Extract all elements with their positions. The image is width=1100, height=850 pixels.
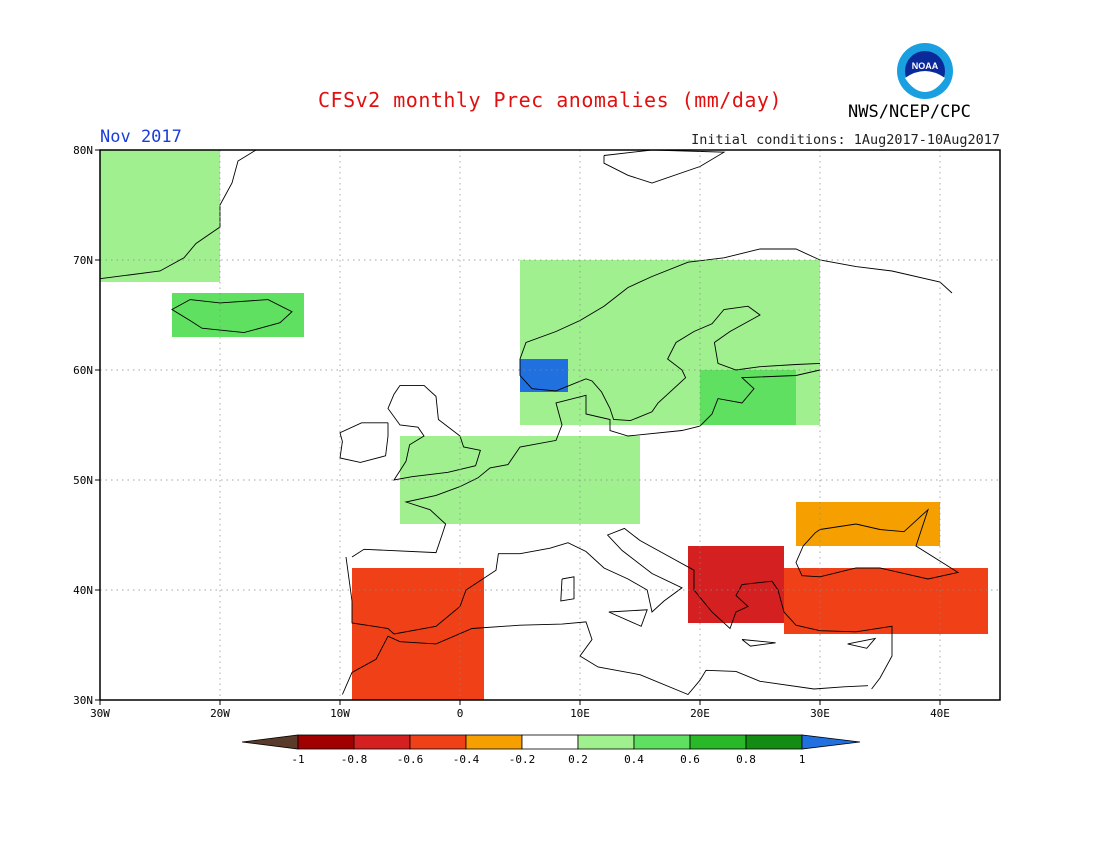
anomaly-cell <box>400 436 640 524</box>
anomaly-cell <box>700 370 796 425</box>
colorbar-label: 0.8 <box>736 753 756 766</box>
anomaly-cell <box>688 546 784 623</box>
lon-tick-label: 10W <box>330 707 350 720</box>
anomaly-cells <box>100 150 988 700</box>
logo-text: NOAA <box>912 61 939 71</box>
anomaly-cell <box>784 568 988 634</box>
colorbar-label: 0.4 <box>624 753 644 766</box>
colorbar-swatch <box>633 734 691 750</box>
colorbar-label: -0.4 <box>453 753 480 766</box>
coastline <box>345 527 893 690</box>
noaa-logo: NOAA <box>897 43 953 99</box>
lon-tick-label: 40E <box>930 707 950 720</box>
coastlines <box>99 149 960 696</box>
anomaly-cell <box>100 150 220 282</box>
colorbar-label: -0.6 <box>397 753 424 766</box>
colorbar-swatch <box>689 734 747 750</box>
coastline <box>741 639 776 647</box>
coastline <box>387 384 481 481</box>
colorbar-swatch <box>745 734 803 750</box>
lat-tick-label: 30N <box>73 694 93 707</box>
colorbar-label: -0.2 <box>509 753 536 766</box>
colorbar-swatch <box>465 734 523 750</box>
map-frame <box>99 149 1001 701</box>
colorbar: -1 -0.8 -0.6 -0.4 -0.2 0.2 0.4 0.6 0.8 1 <box>241 734 861 766</box>
colorbar-swatch <box>409 734 467 750</box>
colorbar-label: -0.8 <box>341 753 368 766</box>
colorbar-right-arrow <box>801 734 861 750</box>
initial-conditions: Initial conditions: 1Aug2017-10Aug2017 <box>691 132 1000 148</box>
colorbar-label: -1 <box>291 753 304 766</box>
lon-tick-label: 30W <box>90 707 110 720</box>
lon-tick-label: 20E <box>690 707 710 720</box>
colorbar-swatch <box>521 734 579 750</box>
colorbar-label: 0.2 <box>568 753 588 766</box>
coastline <box>795 508 960 580</box>
coastline <box>608 609 648 627</box>
coastline <box>351 369 821 558</box>
colorbar-swatch <box>297 734 355 750</box>
map-title: CFSv2 monthly Prec anomalies (mm/day) <box>317 88 783 112</box>
lon-tick-label: 30E <box>810 707 830 720</box>
axis-ticks: 30W 20W 10W 0 10E 20E 30E 40E 80N 70N 60N 50N 40N 30N <box>73 144 950 720</box>
lon-tick-label: 10E <box>570 707 590 720</box>
colorbar-label: 1 <box>799 753 806 766</box>
forecast-month: Nov 2017 <box>100 127 182 147</box>
lat-tick-label: 80N <box>73 144 93 157</box>
lat-tick-label: 50N <box>73 474 93 487</box>
coastline <box>341 621 869 696</box>
anomaly-cell <box>520 359 568 392</box>
anomaly-cell <box>352 568 484 700</box>
lon-tick-label: 0 <box>457 707 464 720</box>
lat-tick-label: 60N <box>73 364 93 377</box>
coastline <box>560 576 575 602</box>
colorbar-swatch <box>577 734 635 750</box>
coastline <box>519 248 953 422</box>
colorbar-label: 0.6 <box>680 753 700 766</box>
coastline <box>847 637 877 649</box>
lat-tick-label: 70N <box>73 254 93 267</box>
colorbar-swatch <box>353 734 411 750</box>
coastline <box>171 299 293 334</box>
lat-tick-label: 40N <box>73 584 93 597</box>
agency-label: NWS/NCEP/CPC <box>848 102 971 122</box>
colorbar-left-arrow <box>241 734 299 750</box>
lon-tick-label: 20W <box>210 707 230 720</box>
